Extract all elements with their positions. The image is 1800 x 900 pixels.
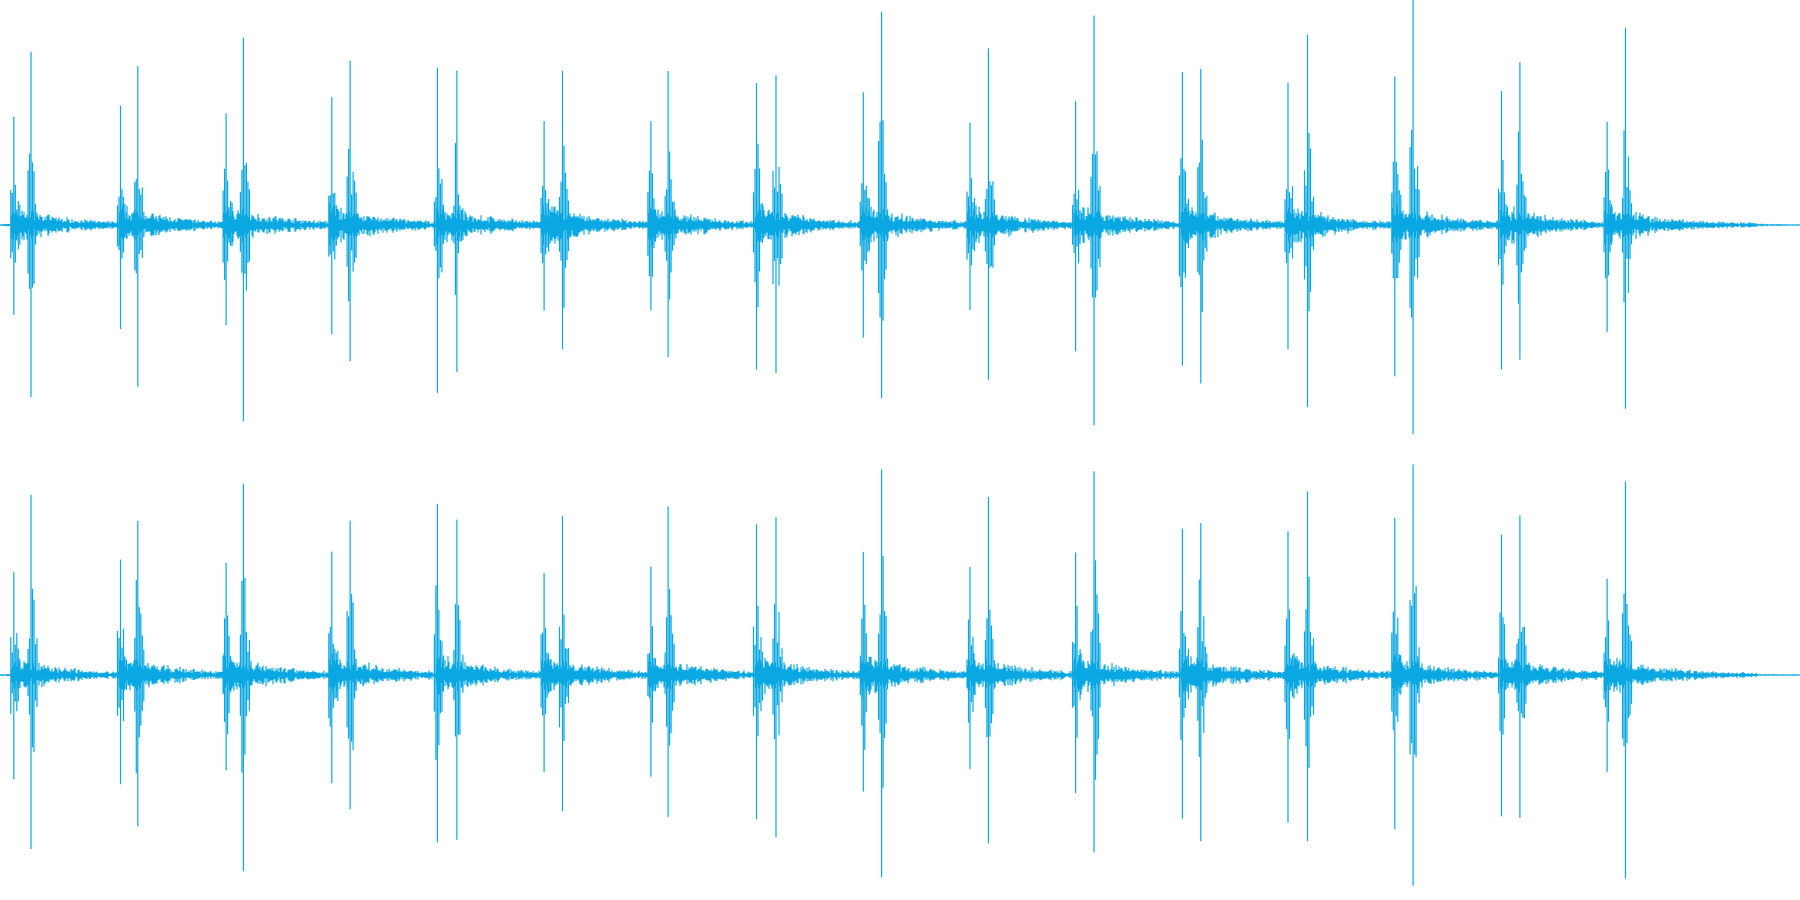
channel-left xyxy=(0,0,1800,435)
waveform xyxy=(0,0,1800,435)
waveform xyxy=(0,464,1800,886)
channel-right xyxy=(0,464,1800,886)
